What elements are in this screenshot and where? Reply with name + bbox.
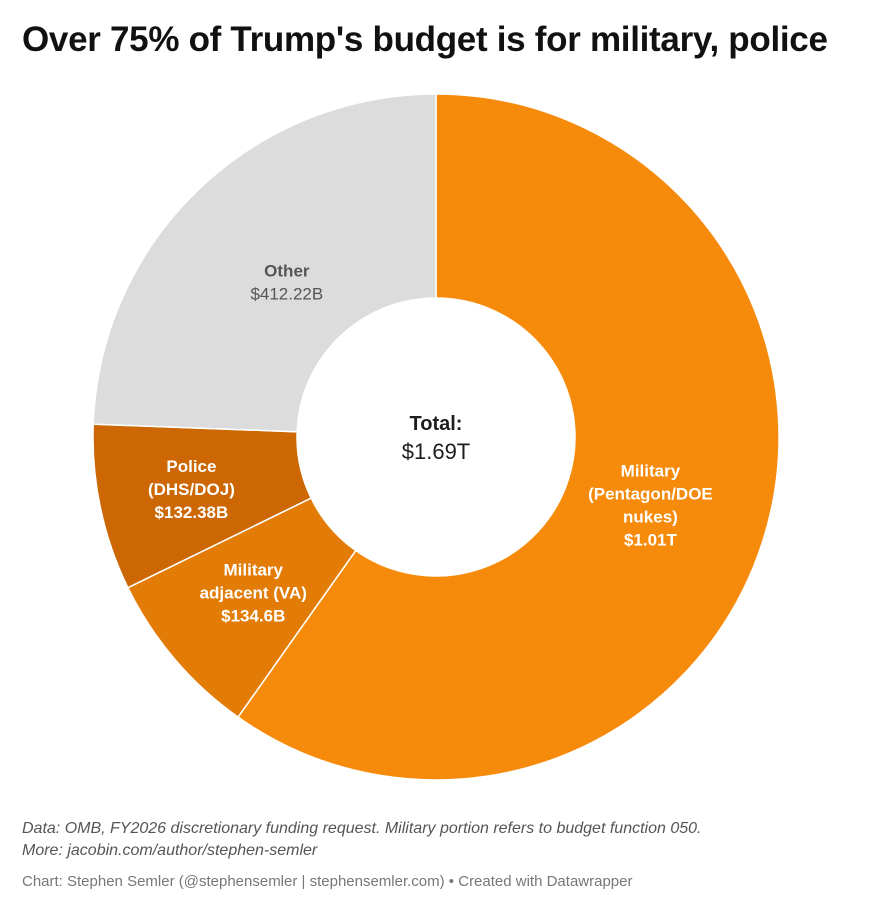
donut-chart: Military (Pentagon/DOE nukes) $1.01TMilitar… xyxy=(92,93,780,781)
slice-label: Police (DHS/DOJ) $132.38B xyxy=(148,457,235,522)
slice-labels-group: Military (Pentagon/DOE nukes) $1.01TMilitar… xyxy=(148,262,713,626)
slice-other xyxy=(92,93,437,433)
slice-label-name: adjacent (VA) xyxy=(200,584,307,603)
chart-credit: Chart: Stephen Semler (@stephensemler | … xyxy=(22,873,633,890)
slice-label-name: Military xyxy=(621,462,681,481)
slice-label-value: $412.22B xyxy=(250,285,323,304)
slice-label-name: (Pentagon/DOE xyxy=(588,485,713,504)
slice-label: Military (Pentagon/DOE nukes) $1.01T xyxy=(588,462,713,550)
source-note: Data: OMB, FY2026 discretionary funding … xyxy=(22,818,862,862)
source-note-line-2: More: jacobin.com/author/stephen-semler xyxy=(22,842,318,859)
slice-label: Military adjacent (VA) $134.6B xyxy=(200,561,307,626)
slice-label: Other $412.22B xyxy=(250,262,323,304)
slice-label-name: Military xyxy=(223,561,283,580)
slice-label-name: (DHS/DOJ) xyxy=(148,480,235,499)
slice-label-value: $132.38B xyxy=(155,503,229,522)
center-total-value: $1.69T xyxy=(402,439,471,464)
slice-label-value: $1.01T xyxy=(624,531,678,550)
slice-label-name: nukes) xyxy=(623,508,678,527)
center-total-heading: Total: xyxy=(410,413,463,435)
slice-label-value: $134.6B xyxy=(221,607,285,626)
chart-title: Over 75% of Trump's budget is for milita… xyxy=(22,20,828,59)
slice-label-name: Police xyxy=(166,457,216,476)
slices-group xyxy=(92,93,780,781)
source-note-line-1: Data: OMB, FY2026 discretionary funding … xyxy=(22,820,702,837)
slice-label-name: Other xyxy=(264,262,310,281)
slice-military-pentagon-doe-nukes xyxy=(236,93,780,781)
